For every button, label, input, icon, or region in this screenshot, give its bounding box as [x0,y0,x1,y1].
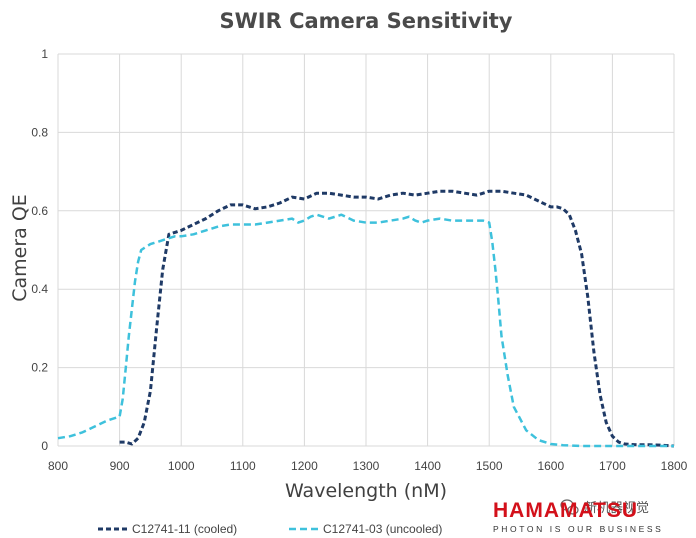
legend-label-uncooled: C12741-03 (uncooled) [323,522,442,536]
grid-lines [57,53,675,447]
x-tick-label: 1000 [168,459,195,473]
series-line-uncooled [57,213,674,448]
legend-label-cooled: C12741-11 (cooled) [132,522,237,536]
x-tick-label: 1600 [537,459,564,473]
x-tick-label: 1700 [599,459,626,473]
brand-name: HAMAMATSU [493,499,638,522]
y-tick-label: 0 [41,439,48,453]
chart-title: SWIR Camera Sensitivity [220,9,513,33]
x-tick-label: 1500 [476,459,503,473]
x-axis-label: Wavelength (nM) [285,480,447,502]
x-tick-label: 1800 [661,459,688,473]
y-tick-label: 1 [41,47,48,61]
x-tick-label: 1400 [414,459,441,473]
series-line-cooled [119,189,675,448]
y-axis-ticks: 0 0.2 0.4 0.6 0.8 1 [31,47,48,453]
y-tick-label: 0.6 [31,204,48,218]
series-lines [57,189,675,448]
x-tick-label: 1300 [353,459,380,473]
wechat-icon [560,499,579,515]
hamamatsu-logo: HAMAMATSU PHOTON IS OUR BUSINESS [493,499,663,534]
y-tick-label: 0.2 [31,361,48,375]
brand-tagline: PHOTON IS OUR BUSINESS [493,524,663,534]
x-tick-label: 800 [48,459,68,473]
y-tick-label: 0.4 [31,282,48,296]
y-axis-label: Camera QE [9,194,31,302]
y-tick-label: 0.8 [31,125,48,139]
x-tick-label: 1200 [291,459,318,473]
watermark: 新机器视觉 [560,499,649,516]
x-axis-ticks: 800 900 1000 1100 1200 1300 1400 1500 1600 1700 18… [48,459,688,473]
legend: C12741-11 (cooled) C12741-03 (uncooled) [98,522,442,536]
x-tick-label: 1100 [230,459,256,473]
x-tick-label: 900 [110,459,130,473]
watermark-text: 新机器视觉 [584,500,649,516]
